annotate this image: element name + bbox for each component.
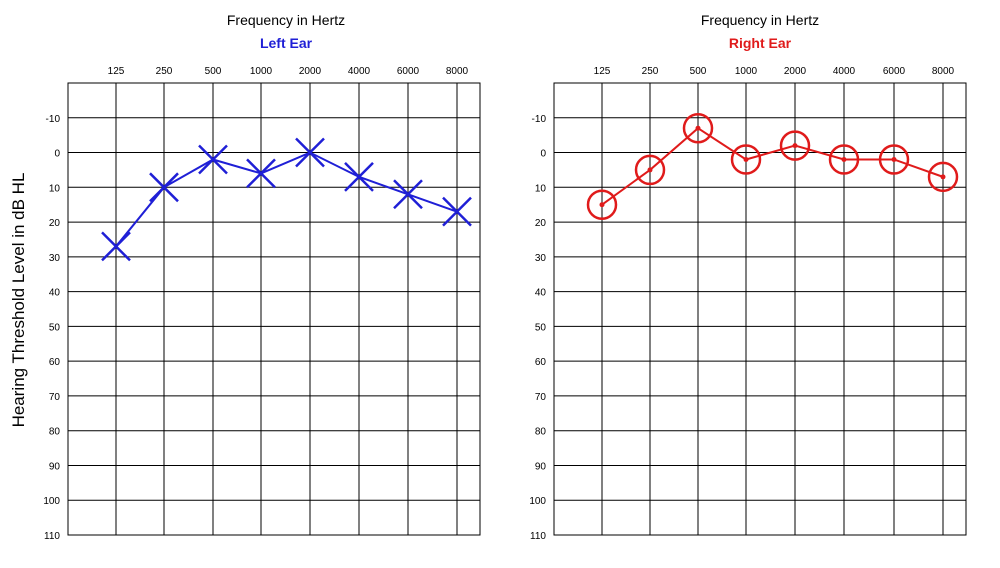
left-x-marker xyxy=(393,179,423,210)
left-x-tick-label: 1000 xyxy=(250,66,273,77)
right-y-tick-label: 30 xyxy=(535,253,547,264)
left-y-tick-label: 80 xyxy=(49,427,61,438)
right-y-tick-label: 80 xyxy=(535,427,547,438)
x-marker-stroke xyxy=(295,137,325,168)
left-y-tick-label: 20 xyxy=(49,218,61,229)
o-marker-circle xyxy=(878,144,910,175)
right-x-tick-label: 1000 xyxy=(735,66,758,77)
right-x-tick-label: 8000 xyxy=(932,66,955,77)
left-threshold-line xyxy=(115,151,458,248)
left-y-tick-label: 30 xyxy=(49,253,61,264)
left-chart-title: Frequency in Hertz xyxy=(227,12,345,28)
right-y-tick-label: 70 xyxy=(535,392,547,403)
o-marker-circle xyxy=(634,154,666,186)
right-y-tick-label: 40 xyxy=(535,288,547,299)
left-x-marker xyxy=(442,196,472,227)
left-x-tick-label: 125 xyxy=(108,66,125,77)
left-x-marker xyxy=(101,231,131,262)
x-marker-stroke xyxy=(246,158,276,189)
right-x-tick-label: 2000 xyxy=(784,66,807,77)
right-threshold-line xyxy=(601,126,944,206)
left-x-tick-label: 6000 xyxy=(397,66,420,77)
o-marker-dot xyxy=(647,167,653,173)
o-marker-circle xyxy=(682,112,714,144)
right-o-marker xyxy=(730,144,762,175)
left-x-tick-label: 2000 xyxy=(299,66,322,77)
o-marker-circle xyxy=(730,144,762,175)
left-y-tick-label: 10 xyxy=(49,183,61,194)
right-y-tick-label: 60 xyxy=(535,357,547,368)
o-marker-dot xyxy=(891,156,897,162)
o-marker-circle xyxy=(927,161,959,193)
right-o-marker xyxy=(927,161,959,193)
left-y-tick-label: 90 xyxy=(49,461,61,472)
left-x-marker xyxy=(295,137,325,168)
left-x-tick-label: 250 xyxy=(156,66,173,77)
left-ear-panel: -10 0 10 20 30 40 50 60 70 80 90 100 110 125 250 500 100… xyxy=(43,12,481,542)
right-x-tick-label: 4000 xyxy=(833,66,856,77)
right-o-marker xyxy=(682,112,714,144)
left-ear-subtitle: Left Ear xyxy=(260,35,313,51)
y-axis-label: Hearing Threshold Level in dB HL xyxy=(9,173,28,428)
left-y-tick-label: 100 xyxy=(43,496,60,507)
left-x-marker xyxy=(344,161,374,192)
left-x-marker xyxy=(246,158,276,189)
right-ear-panel: -10 0 10 20 30 40 50 60 70 80 90 100 110 125 250 500 100… xyxy=(529,12,967,542)
left-x-marker xyxy=(149,172,179,203)
o-marker-dot xyxy=(792,143,798,149)
right-o-marker xyxy=(634,154,666,186)
right-y-tick-label: -10 xyxy=(532,114,547,125)
left-x-marker xyxy=(198,144,228,175)
o-marker-circle xyxy=(828,144,860,175)
right-y-tick-label: 10 xyxy=(535,183,547,194)
left-y-tick-label: 70 xyxy=(49,392,61,403)
right-o-marker xyxy=(828,144,860,175)
right-x-tick-label: 125 xyxy=(594,66,611,77)
o-marker-dot xyxy=(695,125,701,131)
right-x-tick-label: 6000 xyxy=(883,66,906,77)
left-plot-frame xyxy=(67,82,481,536)
o-marker-dot xyxy=(841,156,847,162)
right-y-tick-label: 100 xyxy=(529,496,546,507)
right-chart-title: Frequency in Hertz xyxy=(701,12,819,28)
right-y-tick-label: 110 xyxy=(530,531,546,542)
right-o-marker xyxy=(586,189,618,220)
right-y-tick-label: 20 xyxy=(535,218,547,229)
o-marker-dot xyxy=(743,156,749,162)
left-y-tick-label: 40 xyxy=(49,288,61,299)
right-y-tick-label: 90 xyxy=(535,461,547,472)
right-y-tick-label: 50 xyxy=(535,322,547,333)
right-x-tick-label: 500 xyxy=(690,66,707,77)
left-y-tick-label: 110 xyxy=(44,531,60,542)
x-marker-stroke xyxy=(198,144,228,175)
right-ear-subtitle: Right Ear xyxy=(729,35,792,51)
o-marker-circle xyxy=(779,130,811,161)
left-x-tick-label: 500 xyxy=(205,66,222,77)
right-o-marker xyxy=(878,144,910,175)
x-marker-stroke xyxy=(393,179,423,210)
left-x-tick-label: 4000 xyxy=(348,66,371,77)
x-marker-stroke xyxy=(344,161,374,192)
o-marker-circle xyxy=(586,189,618,220)
o-marker-dot xyxy=(599,202,605,208)
right-o-marker xyxy=(779,130,811,161)
left-y-tick-label: 0 xyxy=(54,149,60,160)
right-y-tick-label: 0 xyxy=(540,149,546,160)
left-x-tick-label: 8000 xyxy=(446,66,469,77)
left-y-tick-label: 60 xyxy=(49,357,61,368)
x-marker-stroke xyxy=(149,172,179,203)
o-marker-dot xyxy=(940,174,946,180)
left-y-tick-label: 50 xyxy=(49,322,61,333)
right-x-tick-label: 250 xyxy=(642,66,659,77)
x-marker-stroke xyxy=(442,196,472,227)
left-y-tick-label: -10 xyxy=(46,114,61,125)
x-marker-stroke xyxy=(101,231,131,262)
